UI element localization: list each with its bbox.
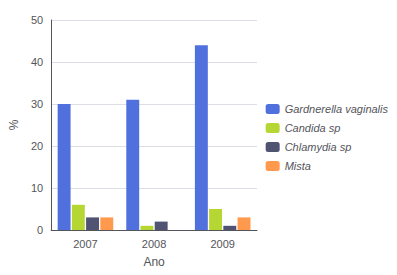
svg-text:%: % <box>7 119 21 130</box>
svg-text:2007: 2007 <box>73 238 97 250</box>
svg-text:30: 30 <box>31 98 43 110</box>
svg-text:50: 50 <box>31 14 43 26</box>
svg-text:20: 20 <box>31 140 43 152</box>
svg-text:Candida sp: Candida sp <box>285 122 341 134</box>
svg-text:2009: 2009 <box>210 238 234 250</box>
svg-text:Chlamydia sp: Chlamydia sp <box>285 141 352 153</box>
svg-text:Gardnerella vaginalis: Gardnerella vaginalis <box>285 103 389 115</box>
svg-text:40: 40 <box>31 56 43 68</box>
svg-text:10: 10 <box>31 182 43 194</box>
svg-text:Ano: Ano <box>143 255 165 269</box>
svg-text:0: 0 <box>37 224 43 236</box>
svg-text:2008: 2008 <box>142 238 166 250</box>
svg-text:Mista: Mista <box>285 160 311 172</box>
